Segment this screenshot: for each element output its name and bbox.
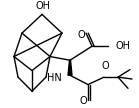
Text: HN: HN (47, 73, 62, 83)
Text: O: O (79, 96, 87, 106)
Text: OH: OH (116, 41, 131, 51)
Text: OH: OH (35, 1, 50, 11)
Polygon shape (68, 60, 72, 75)
Text: O: O (101, 61, 109, 71)
Text: O: O (77, 30, 85, 40)
